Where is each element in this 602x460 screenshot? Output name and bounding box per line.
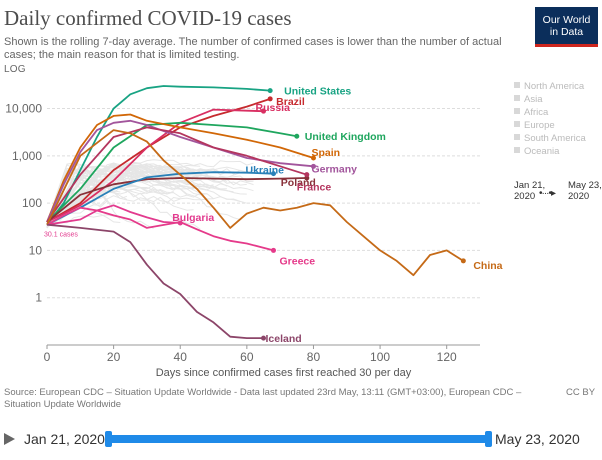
y-tick-label: 10,000 xyxy=(5,102,42,116)
series-end-marker xyxy=(267,96,273,102)
y-tick-label: 1 xyxy=(35,291,42,305)
legend-label: Oceania xyxy=(524,146,560,157)
chart-title: Daily confirmed COVID-19 cases xyxy=(4,6,292,30)
series-line xyxy=(46,177,307,223)
legend-swatch-icon xyxy=(514,82,520,88)
y-tick-label: 10 xyxy=(29,243,43,257)
grid-layer xyxy=(47,108,480,299)
legend-item[interactable]: Oceania xyxy=(514,145,586,158)
background-country-line xyxy=(46,159,254,225)
legend-label: Africa xyxy=(524,107,549,118)
legend-item[interactable]: Asia xyxy=(514,93,586,106)
timeline-track[interactable] xyxy=(108,435,489,443)
series-end-marker xyxy=(270,247,276,253)
x-tick-label: 60 xyxy=(240,350,254,364)
series-end-marker xyxy=(310,155,316,161)
series-label: Greece xyxy=(279,255,315,267)
x-axis-label: Days since confirmed cases first reached… xyxy=(156,367,412,379)
x-tick-label: 40 xyxy=(174,350,188,364)
series-line xyxy=(46,121,297,223)
background-country-line xyxy=(46,164,167,224)
series-line xyxy=(46,206,274,252)
series-end-marker xyxy=(310,163,316,169)
series-end-marker xyxy=(261,335,266,341)
y-tick-label: 100 xyxy=(22,196,42,210)
log-scale-toggle[interactable]: LOG xyxy=(4,64,26,75)
series-line xyxy=(46,119,314,223)
background-country-line xyxy=(46,163,207,229)
legend-swatch-icon xyxy=(514,95,520,101)
series-layer xyxy=(46,85,466,341)
series-label: Spain xyxy=(311,147,340,159)
x-tick-label: 80 xyxy=(307,350,321,364)
series-label: United Kingdom xyxy=(305,131,386,143)
series-line xyxy=(46,171,274,226)
series-end-marker xyxy=(460,258,466,264)
series-end-marker xyxy=(261,108,266,114)
x-tick-label: 20 xyxy=(107,350,121,364)
timeline-start-handle[interactable] xyxy=(105,431,112,447)
series-label: United States xyxy=(284,86,351,98)
date-range-arrow-icon: •···•▸ xyxy=(539,188,556,199)
series-label: Poland xyxy=(281,177,316,189)
x-tick-label: 100 xyxy=(370,350,390,364)
chart-subtitle: Shown is the rolling 7-day average. The … xyxy=(4,36,502,61)
x-tick-label: 0 xyxy=(44,350,51,364)
series-line xyxy=(46,113,314,223)
series-label: France xyxy=(297,182,332,194)
legend-item[interactable]: North America xyxy=(514,80,586,93)
legend-swatch-icon xyxy=(514,121,520,127)
logo-accent-bar xyxy=(535,44,598,47)
series-line xyxy=(46,129,464,277)
legend-item[interactable]: Europe xyxy=(514,119,586,132)
series-label: Germany xyxy=(311,163,357,175)
series-line xyxy=(46,126,308,223)
timeline-end-label: May 23, 2020 xyxy=(495,431,580,447)
continent-legend: North America Asia Africa Europe South A… xyxy=(514,80,586,158)
legend-date-end: May 23, 2020 xyxy=(568,180,602,202)
legend-swatch-icon xyxy=(514,108,520,114)
timeline-end-handle[interactable] xyxy=(485,431,492,447)
legend-label: Europe xyxy=(524,120,555,131)
legend-label: North America xyxy=(524,81,585,92)
timeline-control: Jan 21, 2020 May 23, 2020 xyxy=(0,424,602,454)
series-line xyxy=(46,204,181,226)
timeline-start-label: Jan 21, 2020 xyxy=(24,431,105,447)
background-country-line xyxy=(46,163,234,227)
legend-swatch-icon xyxy=(514,134,520,140)
logo-line-2: in Data xyxy=(549,26,584,38)
series-end-marker xyxy=(294,133,300,139)
legend-label: South America xyxy=(524,133,586,144)
series-label: Iceland xyxy=(266,333,302,345)
series-label: Bulgaria xyxy=(172,212,214,224)
axis-layer: 1 10 100 1,000 10,000 0 20 40 60 80 100 120 Days sin… xyxy=(5,102,480,379)
series-end-marker xyxy=(270,171,276,177)
series-end-marker xyxy=(304,172,310,178)
legend-swatch-icon xyxy=(514,147,520,153)
y-tick-label: 1,000 xyxy=(12,149,42,163)
series-label: Russia xyxy=(256,102,291,114)
series-line xyxy=(46,98,271,223)
logo-line-1: Our World xyxy=(542,14,591,26)
series-line xyxy=(46,108,264,223)
threshold-annotation: 30.1 cases xyxy=(44,232,78,239)
legend-item[interactable]: South America xyxy=(514,132,586,145)
legend-item[interactable]: Africa xyxy=(514,106,586,119)
play-icon[interactable] xyxy=(4,433,15,445)
x-tick-label: 120 xyxy=(437,350,457,364)
series-label: Brazil xyxy=(276,96,305,108)
series-line xyxy=(46,85,271,226)
legend-label: Asia xyxy=(524,94,543,105)
owid-logo[interactable]: Our World in Data xyxy=(535,7,598,47)
series-line xyxy=(46,223,264,339)
series-end-marker xyxy=(267,88,273,94)
source-note: Source: European CDC – Situation Update … xyxy=(4,387,522,410)
legend-date-start: Jan 21, 2020 xyxy=(514,180,546,202)
background-country-line xyxy=(46,195,207,228)
series-label: China xyxy=(473,260,502,272)
series-label: Ukraine xyxy=(245,165,284,177)
license-link[interactable]: CC BY xyxy=(566,387,596,398)
